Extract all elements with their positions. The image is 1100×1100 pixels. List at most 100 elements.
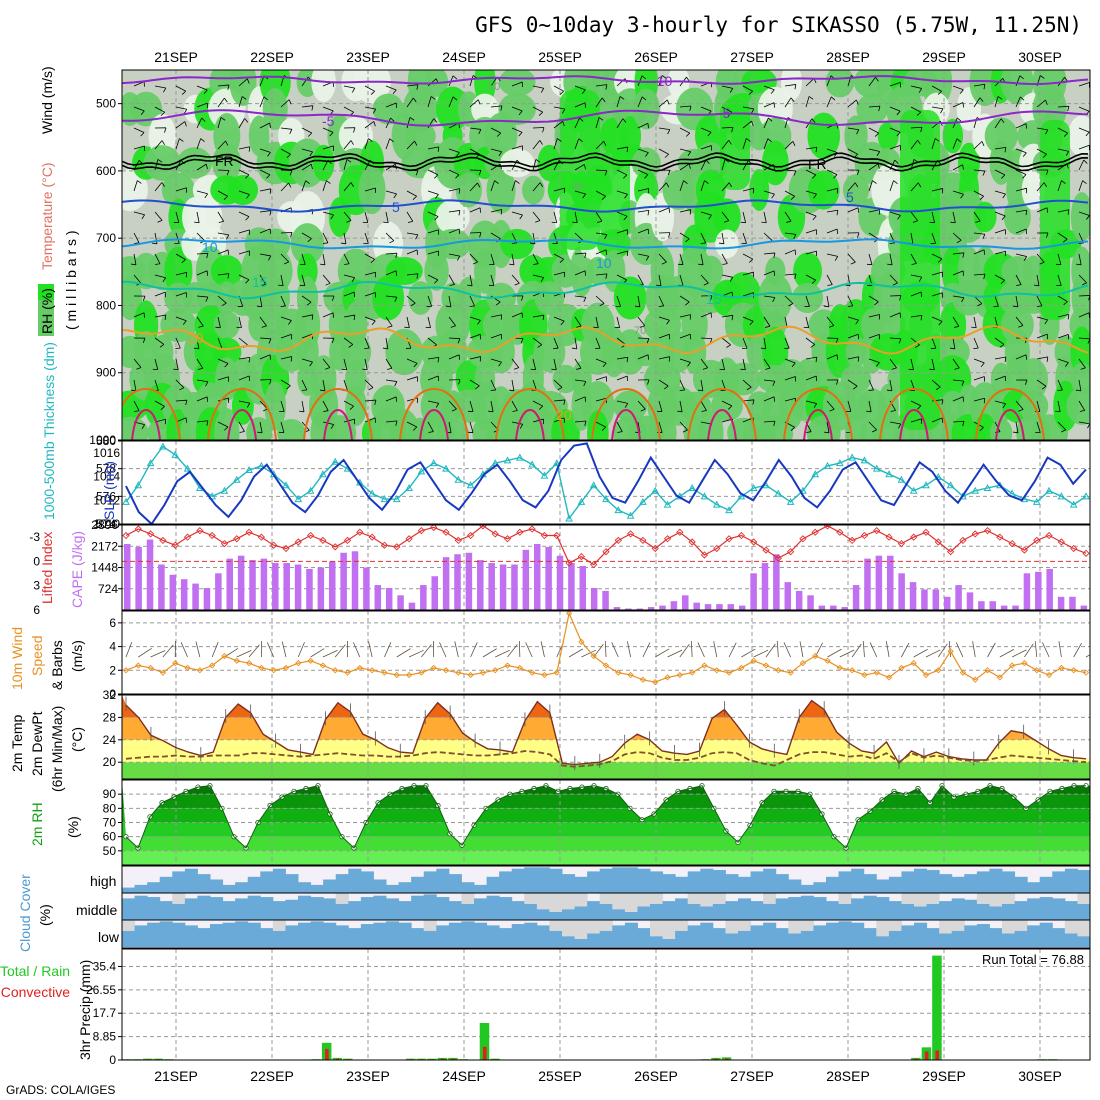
top-date-label: 27SEP — [730, 49, 774, 65]
tick-label: 574 — [96, 517, 116, 531]
wind-barb — [1057, 295, 1068, 302]
wind-barb — [952, 358, 960, 369]
wind-barb-flag — [617, 431, 623, 433]
wind-barb-flag — [1023, 256, 1028, 261]
wind-barb — [742, 106, 754, 110]
wind-barb — [448, 96, 454, 108]
wind-barb — [931, 106, 943, 110]
wind-barb — [511, 274, 520, 284]
wind-barb-flag — [601, 97, 606, 103]
wind-barb — [490, 314, 502, 318]
li-tick-label: -3 — [29, 530, 40, 544]
wind-barb-flag — [203, 89, 208, 95]
cloud-gap-low — [800, 920, 814, 931]
wind-barb-flag — [746, 138, 751, 142]
wind-barb — [637, 169, 649, 176]
cloud-bar-middle — [964, 899, 978, 920]
cloud-bar-high — [222, 884, 236, 893]
wind-barb-flag — [892, 282, 898, 286]
cloud-bar-low — [624, 922, 638, 947]
cloud-frame — [121, 865, 1091, 949]
wind-barb — [700, 232, 707, 244]
wind-barb-flag — [1019, 75, 1024, 80]
rh-blob — [130, 91, 163, 127]
rh-blob — [277, 418, 306, 440]
wind10-barb — [827, 648, 842, 658]
wind-barb — [259, 210, 271, 213]
cloud-bar-high — [272, 868, 286, 893]
wind-barb — [637, 188, 649, 192]
wind-barb — [280, 295, 286, 307]
wind-barb-flag — [887, 263, 893, 266]
wind-barb-flag — [394, 381, 398, 387]
cloud-bar-middle — [1064, 901, 1078, 920]
cape-bar — [943, 596, 951, 610]
wind-barb — [994, 169, 1006, 176]
top-date-label: 26SEP — [634, 49, 678, 65]
wind-barb — [343, 291, 355, 297]
wind-barb-flag — [971, 326, 977, 329]
cloud-bar-low — [524, 922, 538, 947]
wind-barb — [1078, 421, 1090, 425]
li-line — [125, 525, 1087, 566]
wind-barb-flag — [917, 182, 922, 188]
wind10-barb — [236, 650, 252, 658]
cape-bar — [340, 552, 347, 610]
wind-barb — [637, 400, 646, 410]
cloud-bar-low — [474, 922, 488, 947]
wind-barb-flag — [765, 367, 771, 370]
tick-label: 4 — [109, 640, 116, 654]
wind-barb — [847, 379, 858, 387]
cloud-bar-middle — [901, 903, 915, 920]
wind-barb — [742, 187, 754, 192]
wind-barb-flag — [262, 408, 268, 412]
cloud-bar-high — [624, 867, 638, 893]
wind-barb-flag — [857, 356, 860, 362]
contour-25-arch — [207, 388, 277, 440]
cape-bar — [704, 604, 712, 610]
cloud-bar-middle — [788, 897, 802, 920]
wind-barb — [868, 358, 880, 363]
wind-barb-flag — [593, 326, 599, 329]
wind-barb — [973, 316, 977, 328]
cloud-bar-low — [587, 933, 601, 947]
cape-axis-label: CAPE (J/kg) — [69, 531, 85, 608]
cloud-bar-high — [750, 871, 764, 893]
cloud-bar-high — [298, 882, 312, 893]
li-point — [306, 531, 315, 540]
wind-barb — [1078, 358, 1086, 369]
cloud-gap-middle — [914, 893, 928, 907]
cloud-bar-high — [386, 884, 400, 893]
cloud-bar-high — [700, 868, 714, 893]
rh-blob — [353, 70, 391, 104]
wind-barb-flag — [227, 273, 230, 279]
wind-barb-flag — [557, 138, 562, 142]
cloud-gap-middle — [637, 893, 651, 907]
contour-label-neg10: -10 — [652, 73, 672, 89]
wind-barb — [952, 316, 960, 327]
cloud-bar-high — [172, 871, 186, 893]
wind-barb-flag — [290, 232, 293, 238]
wind-barb — [175, 358, 179, 370]
wind-barb-flag — [542, 315, 545, 321]
wind-barb — [994, 400, 1006, 405]
wind-barb — [700, 180, 705, 192]
wind-barb — [175, 292, 187, 297]
wind-barb — [217, 295, 227, 304]
wind-barb-flag — [451, 408, 457, 412]
wind-barb — [826, 209, 838, 213]
cape-bar — [750, 573, 757, 610]
cape-bar — [465, 552, 473, 610]
wind-barb — [1015, 169, 1027, 175]
wind-barb — [973, 397, 985, 402]
thickness-point — [639, 497, 647, 505]
cloud-bar-high — [235, 882, 249, 893]
wind-barb — [217, 211, 225, 222]
wind-barb — [637, 337, 650, 339]
tick-label: 80 — [103, 801, 117, 815]
wind-barb — [637, 96, 643, 108]
wind-barb-flag — [309, 151, 313, 157]
cape-bar — [887, 555, 894, 610]
wind-barb — [511, 180, 516, 192]
